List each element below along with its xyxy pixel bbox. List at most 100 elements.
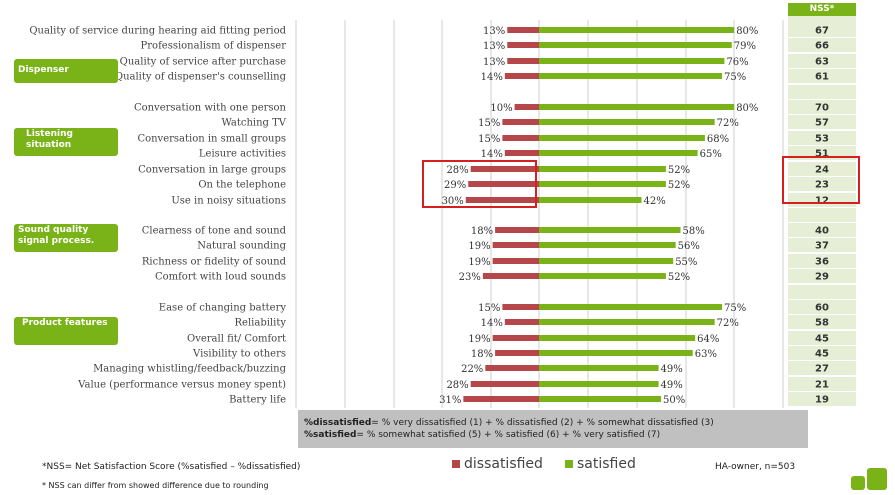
category-label: Clearness of tone and sound (142, 226, 287, 237)
chart-row: Clearness of tone and sound 18% 58% 40 (142, 226, 829, 238)
bar-dissatisfied (495, 350, 539, 356)
bar-satisfied (539, 104, 735, 110)
chart-row: Natural sounding 19% 56% 37 (197, 241, 829, 253)
nss-value: 53 (815, 134, 829, 145)
nss-value: 27 (815, 364, 829, 375)
chart-row: Professionalism of dispenser 13% 79% 66 (141, 41, 829, 53)
chart-row: Battery life 31% 50% 19 (229, 395, 829, 407)
chart-row: Quality of service after purchase 13% 76% 6… (120, 57, 829, 69)
chart-row: Visibility to others 18% 63% 45 (192, 349, 829, 361)
nss-value: 66 (815, 41, 829, 52)
formula-satisfied-term: %satisfied (304, 430, 357, 440)
data-label-satisfied: 49% (661, 380, 683, 391)
bar-satisfied (539, 273, 666, 279)
bar-satisfied (539, 381, 659, 387)
chart-row: Quality of dispenser's counselling 14% 75%… (115, 72, 829, 84)
chart-row: Quality of service during hearing aid fi… (29, 26, 829, 38)
nss-cell-bg (788, 346, 856, 360)
nss-cell-bg (788, 54, 856, 68)
data-label-dissatisfied: 14% (481, 318, 503, 329)
group-label-dispenser: Dispenser (14, 59, 118, 83)
chart-rows: Quality of service during hearing aid fi… (29, 26, 829, 407)
data-label-dissatisfied: 19% (468, 241, 490, 252)
bar-dissatisfied (495, 227, 539, 233)
data-label-dissatisfied: 19% (468, 334, 490, 345)
formula-dissatisfied-term: %dissatisfied (304, 418, 372, 428)
category-label: Comfort with loud sounds (155, 272, 286, 283)
sample-size-note: HA-owner, n=503 (715, 462, 796, 472)
bar-satisfied (539, 304, 722, 310)
data-label-dissatisfied: 19% (468, 257, 490, 268)
legend-dissatisfied: dissatisfied (452, 456, 543, 472)
nss-cell-bg (788, 254, 856, 268)
highlight-box-dissatisfied (422, 160, 537, 208)
bar-dissatisfied (507, 27, 539, 33)
data-label-satisfied: 52% (668, 180, 690, 191)
data-label-satisfied: 65% (700, 149, 722, 160)
category-label: Quality of service during hearing aid fi… (29, 26, 286, 37)
legend-satisfied: satisfied (565, 456, 636, 472)
chart-row: Leisure activities 14% 65% 51 (199, 149, 829, 161)
chart-row: Conversation in large groups 28% 52% 24 (138, 165, 829, 177)
bar-satisfied (539, 319, 715, 325)
category-label: Quality of service after purchase (120, 57, 286, 68)
data-label-dissatisfied: 15% (478, 118, 500, 129)
nss-cell-bg (788, 300, 856, 314)
data-label-satisfied: 80% (736, 103, 758, 114)
bar-satisfied (539, 73, 722, 79)
bar-dissatisfied (514, 104, 539, 110)
chart-row: Conversation with one person 10% 80% 70 (134, 103, 829, 115)
data-label-dissatisfied: 10% (490, 103, 512, 114)
nss-column-background (788, 16, 856, 406)
bar-satisfied (539, 119, 715, 125)
legend-satisfied-label: satisfied (577, 456, 636, 472)
category-label: Managing whistling/feedback/buzzing (93, 364, 287, 375)
bar-dissatisfied (465, 197, 539, 203)
bar-satisfied (539, 350, 693, 356)
nss-value: 29 (815, 272, 829, 283)
category-label: Overall fit/ Comfort (187, 334, 286, 345)
bar-dissatisfied (470, 381, 539, 387)
data-label-dissatisfied: 13% (483, 41, 505, 52)
nss-value: 21 (815, 380, 829, 391)
bar-satisfied (539, 365, 659, 371)
data-label-satisfied: 49% (661, 364, 683, 375)
bar-satisfied (539, 197, 642, 203)
data-label-satisfied: 42% (643, 196, 665, 207)
data-label-dissatisfied: 29% (444, 180, 466, 191)
nss-cell-bg (788, 115, 856, 129)
data-label-dissatisfied: 15% (478, 134, 500, 145)
category-label: On the telephone (198, 180, 286, 191)
data-label-satisfied: 50% (663, 395, 685, 406)
gridlines (295, 20, 784, 408)
data-label-dissatisfied: 14% (481, 149, 503, 160)
data-label-satisfied: 80% (736, 26, 758, 37)
legend-dissatisfied-swatch (452, 460, 460, 468)
footnote-nss-definition: *NSS= Net Satisfaction Score (%satisfied… (42, 462, 301, 472)
data-label-satisfied: 68% (707, 134, 729, 145)
nss-value: 57 (815, 118, 829, 129)
category-label: Leisure activities (199, 149, 286, 160)
bar-satisfied (539, 396, 661, 402)
bar-dissatisfied (502, 135, 539, 141)
data-label-satisfied: 75% (724, 72, 746, 83)
category-label: Use in noisy situations (171, 196, 286, 207)
nss-cell-bg (788, 38, 856, 52)
category-label: Richness or fidelity of sound (142, 257, 287, 268)
data-label-dissatisfied: 18% (471, 349, 493, 360)
chart-row: Reliability 14% 72% 58 (235, 318, 829, 330)
category-label: Conversation in large groups (138, 165, 286, 176)
bar-satisfied (539, 335, 696, 341)
logo-square-large (867, 468, 887, 490)
bar-dissatisfied (470, 166, 539, 172)
bar-satisfied (539, 58, 725, 64)
bar-dissatisfied (463, 396, 539, 402)
data-label-dissatisfied: 30% (442, 196, 464, 207)
data-label-dissatisfied: 13% (483, 57, 505, 68)
data-label-satisfied: 79% (734, 41, 756, 52)
nss-cell-bg (788, 177, 856, 191)
nss-value: 23 (815, 180, 829, 191)
chart-row: On the telephone 29% 52% 23 (198, 180, 829, 192)
chart-row: Overall fit/ Comfort 19% 64% 45 (187, 334, 829, 346)
